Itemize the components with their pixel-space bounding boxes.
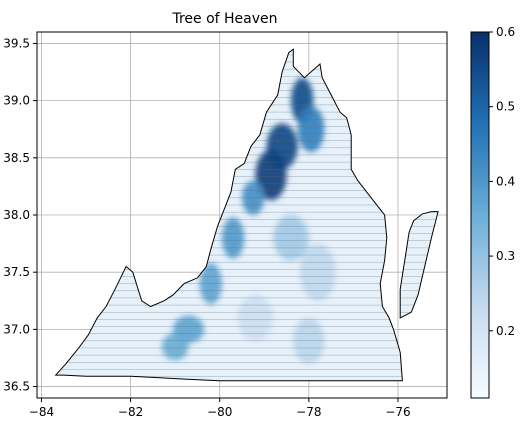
x-axis: −84 −82 −80 −78 −76 <box>29 398 411 419</box>
colorbar-tick-label: 0.2 <box>496 324 515 338</box>
y-tick-label: 36.5 <box>3 380 30 394</box>
hotspot-5 <box>221 217 245 259</box>
hotspot-1 <box>266 123 298 170</box>
y-axis: 36.5 37.0 37.5 38.0 38.5 39.0 39.5 <box>3 36 37 394</box>
chart-title: Tree of Heaven <box>171 11 277 27</box>
eastern-shore-outline <box>399 211 439 319</box>
colorbar-tick-label: 0.3 <box>496 249 515 263</box>
colorbar-gradient <box>470 31 490 399</box>
hotspot-9 <box>273 215 309 261</box>
colorbar: 0.2 0.3 0.4 0.5 0.6 <box>470 25 515 399</box>
region-outline <box>54 48 403 382</box>
x-tick-label: −82 <box>118 405 143 419</box>
colorbar-tick-label: 0.6 <box>496 25 515 39</box>
y-tick-label: 38.0 <box>3 208 30 222</box>
hotspot-12 <box>237 295 274 341</box>
x-tick-label: −84 <box>29 405 54 419</box>
x-tick-label: −76 <box>385 405 410 419</box>
colorbar-ticks: 0.2 0.3 0.4 0.5 0.6 <box>489 25 515 338</box>
colorbar-tick-label: 0.4 <box>496 174 515 188</box>
colorbar-tick-label: 0.5 <box>496 100 515 114</box>
grid <box>37 32 447 398</box>
y-tick-label: 39.0 <box>3 94 30 108</box>
plot-area <box>36 31 448 399</box>
x-tick-label: −78 <box>296 405 321 419</box>
x-tick-label: −80 <box>207 405 232 419</box>
y-tick-label: 38.5 <box>3 151 30 165</box>
y-tick-label: 39.5 <box>3 36 30 50</box>
hotspot-3 <box>297 106 325 153</box>
hotspot-10 <box>299 243 336 301</box>
hotspot-8 <box>161 332 189 361</box>
y-tick-label: 37.5 <box>3 265 30 279</box>
y-tick-label: 37.0 <box>3 322 30 336</box>
